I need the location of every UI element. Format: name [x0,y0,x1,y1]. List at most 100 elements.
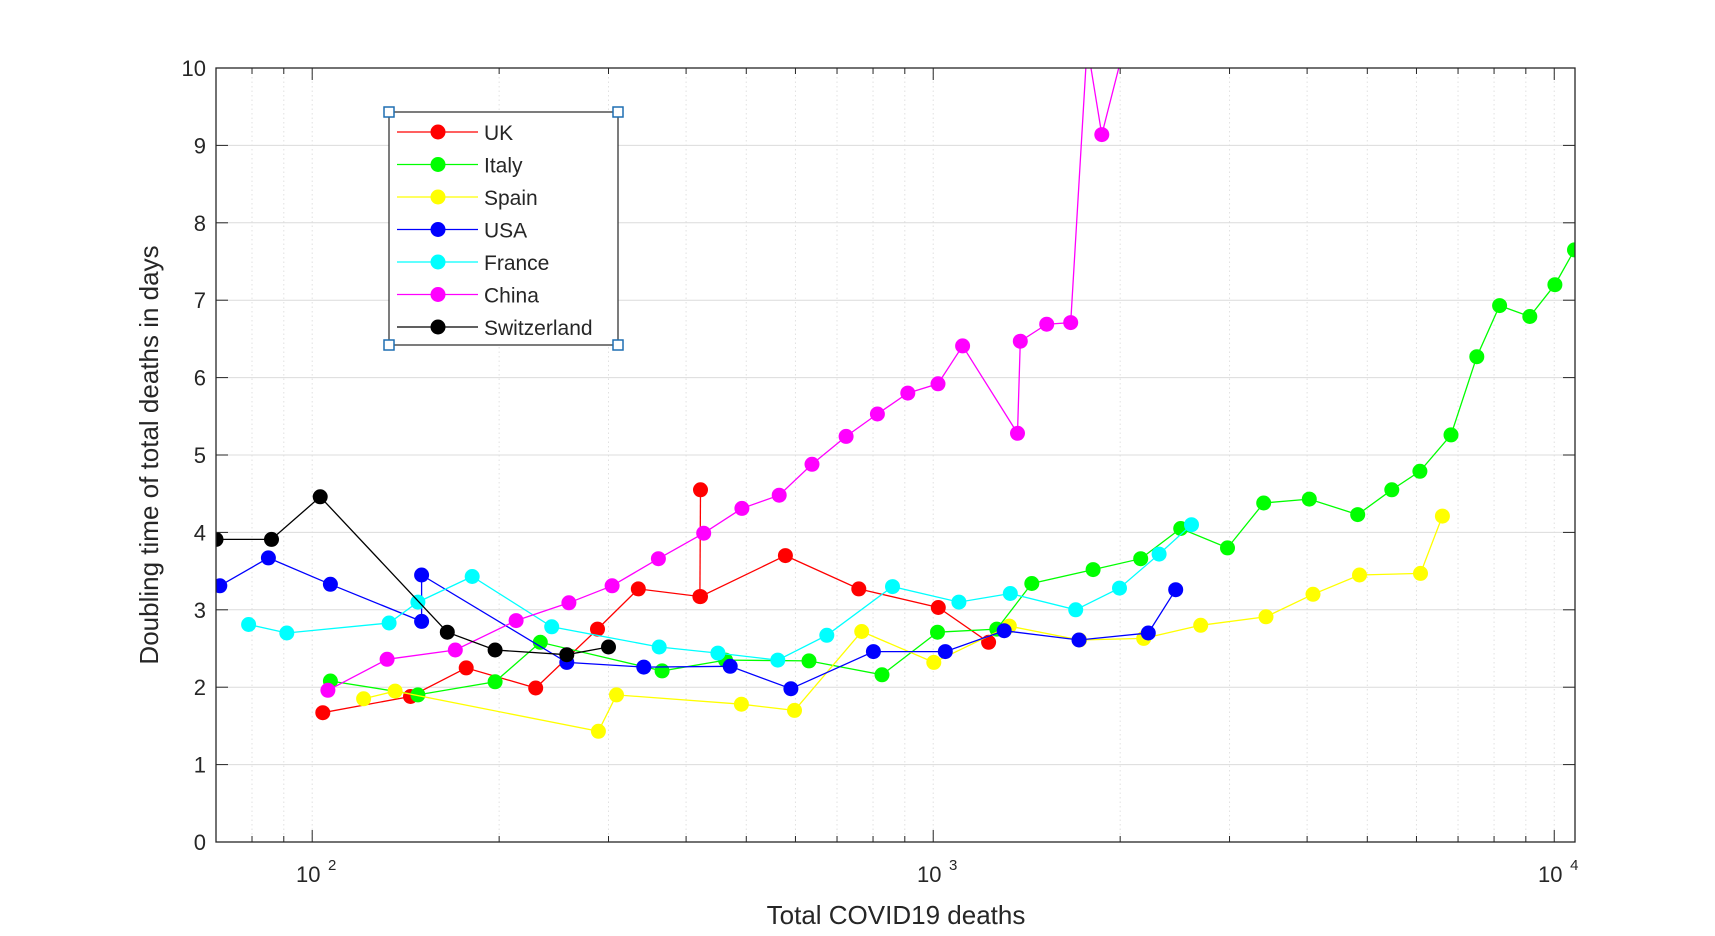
data-point-france [885,579,900,595]
data-point-china [1063,315,1079,331]
data-point-italy [1085,562,1101,578]
data-point-france [544,619,560,635]
legend-entry-switzerland: Switzerland [397,317,593,340]
legend-resize-handle-top-left[interactable] [383,106,395,118]
data-point-spain [733,696,749,712]
x-tick-label-exponent: 3 [949,857,957,874]
data-point-switzerland [601,639,616,655]
data-point-usa [937,644,953,660]
data-point-usa [1071,632,1087,648]
legend-resize-handle-top-right[interactable] [612,106,624,118]
y-tick-label: 6 [194,366,206,391]
x-tick-label: 10 [296,862,320,887]
data-point-usa [865,644,881,660]
series-uk [692,482,708,605]
legend-label: Switzerland [484,317,593,340]
data-point-italy [1547,277,1563,293]
legend-entry-uk: UK [397,122,513,145]
data-point-spain [1413,565,1428,581]
legend-resize-handle-bottom-left[interactable] [383,339,395,351]
data-point-france [1002,586,1018,601]
data-point-italy [654,663,670,679]
data-point-usa [636,659,652,675]
data-point-china [869,406,885,422]
data-point-china [696,525,712,541]
data-point-usa [1168,582,1184,598]
data-point-uk [851,581,867,597]
data-point-france [770,652,786,668]
y-tick-label: 9 [194,133,206,158]
data-point-france [819,627,835,643]
data-point-uk [590,621,605,637]
legend[interactable]: UK Italy Spain USA France China Switzerland [383,106,624,351]
data-point-france [1151,546,1167,562]
data-point-usa [216,578,228,594]
data-point-spain [787,702,802,718]
data-point-italy [801,653,817,669]
legend-label: Spain [484,187,538,210]
data-point-italy [1133,551,1149,567]
data-point-china [1094,127,1110,143]
data-point-switzerland [264,531,279,547]
data-point-china [930,376,946,392]
legend-label: France [484,252,549,275]
series-line-uk [699,489,702,597]
data-point-spain [854,624,870,639]
data-point-spain [356,691,372,707]
data-point-china [955,338,971,354]
data-point-switzerland [312,489,328,505]
legend-swatch-marker [430,287,446,302]
data-point-china [838,428,854,444]
data-point-usa [722,658,738,674]
legend-entry-usa: USA [397,220,527,243]
data-point-spain [1352,567,1367,583]
data-point-uk [315,705,331,721]
legend-entry-china: China [397,285,539,308]
x-tick-label: 10 [917,862,941,887]
legend-label: Italy [484,155,523,178]
data-point-china [650,551,666,567]
data-point-italy [410,687,426,703]
data-point-france [464,569,480,584]
legend-swatch-marker [430,157,446,172]
data-point-france [710,645,726,661]
legend-label: China [484,285,539,308]
y-tick-label: 5 [194,443,206,468]
legend-swatch-marker [430,319,446,335]
data-point-china [1080,37,1095,52]
series-layer [216,37,1575,739]
data-point-uk [458,660,474,676]
data-point-uk [693,482,708,498]
legend-resize-handle-bottom-right[interactable] [612,339,624,351]
data-point-italy [1301,491,1317,507]
y-axis-label: Doubling time of total deaths in days [134,245,164,664]
legend-entry-france: France [397,252,549,275]
data-point-italy [1256,495,1272,511]
legend-entries: UK Italy Spain USA France China Switzerland [397,122,593,340]
data-point-china [508,613,524,629]
tick-labels: 0 1 2 3 4 5 6 7 8 9 10 10 2 10 3 10 4 [182,56,1579,887]
data-point-spain [926,654,942,670]
data-point-spain [590,723,606,739]
series-france [241,517,1199,668]
data-point-spain [1193,617,1209,633]
data-point-france [651,639,667,655]
data-point-france [241,617,257,632]
data-point-switzerland [439,624,455,640]
legend-label: UK [484,122,513,145]
data-point-china [1113,53,1128,68]
y-tick-label: 0 [194,830,206,855]
data-point-usa [414,567,430,583]
y-tick-label: 1 [194,753,206,778]
y-tick-label: 4 [194,520,206,545]
data-point-china [1012,333,1028,349]
data-point-france [1184,517,1199,533]
legend-swatch-marker [430,222,446,237]
data-point-usa [260,550,276,566]
data-point-china [1039,316,1055,332]
data-point-china [379,651,395,667]
data-point-france [410,594,426,610]
data-point-italy [1220,540,1235,556]
data-point-france [1068,602,1084,618]
